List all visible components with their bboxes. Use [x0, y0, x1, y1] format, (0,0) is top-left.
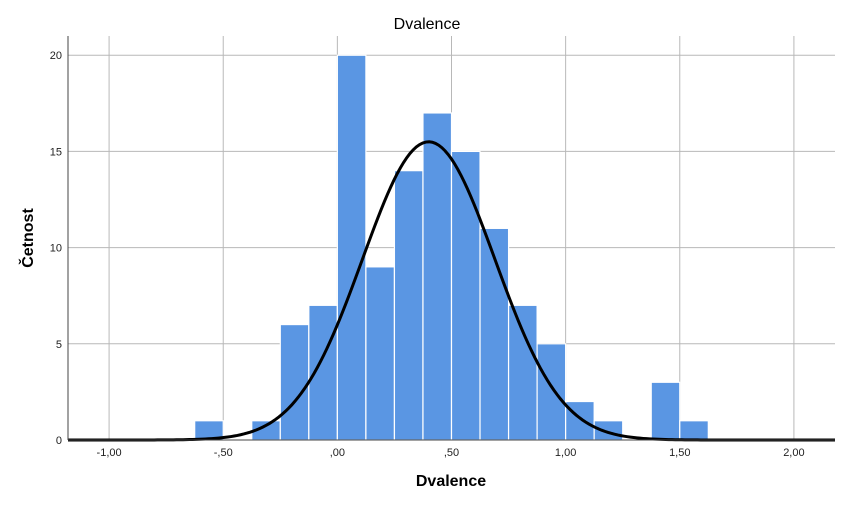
x-tick-label: ,50 [444, 447, 459, 459]
histogram-bar [479, 227, 510, 441]
histogram-bar [679, 420, 709, 441]
x-tick-label: 2,00 [783, 447, 804, 459]
x-tick-label: -,50 [214, 447, 233, 459]
histogram-bar [450, 150, 481, 441]
x-tick-labels: -1,00 -,50 ,00 ,50 1,00 1,50 2,00 [97, 447, 805, 459]
histogram-bar [336, 54, 367, 441]
y-tick-labels: 0 5 10 15 20 [50, 50, 62, 447]
y-tick-label: 5 [56, 339, 62, 351]
y-tick-label: 10 [50, 243, 62, 255]
histogram-bar [422, 112, 453, 441]
histogram-bar [536, 343, 567, 441]
histogram-bar [279, 323, 310, 441]
y-tick-label: 15 [50, 146, 62, 158]
y-axis-label: Četnost [18, 208, 37, 268]
x-tick-label: -1,00 [97, 447, 122, 459]
x-tick-label: 1,50 [669, 447, 690, 459]
histogram-bar [393, 170, 424, 441]
x-axis-label: Dvalence [416, 473, 486, 490]
y-tick-label: 0 [56, 435, 62, 447]
x-tick-label: ,00 [330, 447, 345, 459]
y-tick-label: 20 [50, 50, 62, 62]
histogram-bar [365, 266, 396, 441]
chart-title: Dvalence [394, 16, 461, 33]
histogram-bar [650, 381, 681, 441]
axes [67, 36, 835, 441]
histogram-bar [507, 304, 538, 441]
x-tick-label: 1,00 [555, 447, 576, 459]
